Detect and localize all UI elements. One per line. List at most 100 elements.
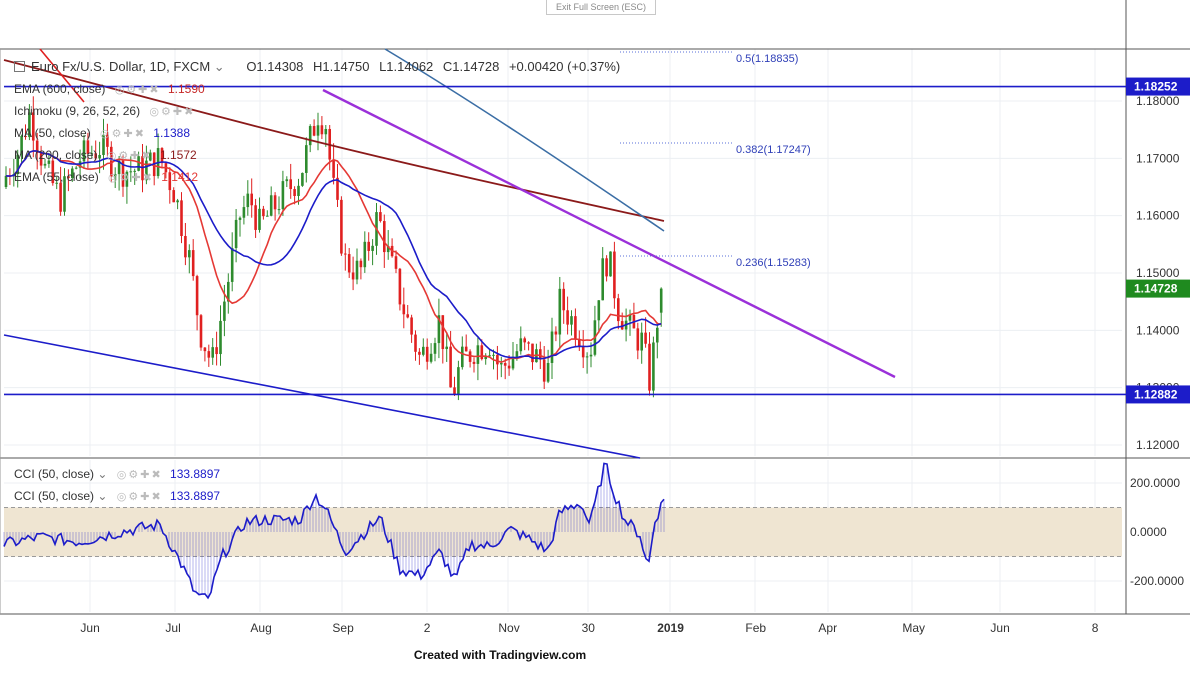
indicator-settings-icons[interactable]: ◎⚙✚✖ [114,84,161,96]
candle-body [347,254,351,273]
indicator-ma50[interactable]: MA (50, close) ◎⚙✚✖ 1.1388 [14,125,190,141]
time-tick-label: 30 [582,621,596,635]
candle-body [542,359,546,382]
candle-body [51,160,55,184]
candle-body [125,171,129,187]
indicator-ma200[interactable]: MA (200, close) ◎⚙✚✖ 1.1572 [14,147,197,163]
indicator-ichimoku[interactable]: Ichimoku (9, 26, 52, 26) ◎⚙✚✖ [14,103,195,119]
candle-body [59,182,62,212]
candle-body [656,327,659,343]
candle-body [558,288,562,335]
candle-body [496,354,499,365]
candle-body [500,363,503,365]
candle-body [184,235,187,258]
chevron-down-icon[interactable]: ⌄ [213,59,225,74]
candle-body [418,351,421,355]
candle-body [305,145,308,173]
candle-body [461,346,464,368]
candle-body [262,208,265,217]
indicator-settings-icons[interactable]: ◎⚙✚✖ [116,491,163,503]
indicator-value: 1.1388 [153,126,190,140]
indicator-label: MA (200, close) [14,148,98,162]
candle-body [117,160,121,175]
candle-body [414,334,417,352]
candle-body [359,260,363,268]
cci-band [4,507,1122,557]
indicator-value: 1.1590 [167,82,205,96]
candle-body [589,354,593,357]
exit-fullscreen-button[interactable]: Exit Full Screen (ESC) [546,0,656,15]
ohlc-close: C1.14728 [442,59,500,74]
price-tick-label: 1.16000 [1136,209,1180,223]
candle-body [597,300,601,321]
candle-body [398,268,402,305]
candle-body [227,281,230,302]
candle-body [472,361,476,364]
candle-body [484,355,487,360]
indicator-settings-icons[interactable]: ◎⚙✚✖ [100,128,146,140]
candle-body [437,315,441,344]
candle-body [269,195,273,216]
candle-body [324,128,328,135]
candle-body [332,159,335,178]
ma200-line [3,59,665,222]
candle-body [203,347,207,352]
chevron-down-icon[interactable]: ⌄ [97,467,108,481]
candle-body [234,219,238,249]
indicator-ema55[interactable]: EMA (55, close) ◎⚙✚✖ 1.1412 [14,169,198,185]
price-tick-label: 1.12000 [1136,438,1180,452]
candle-body [570,316,573,325]
indicator-settings-icons[interactable]: ◎⚙✚✖ [106,150,153,162]
candle-body [601,258,604,301]
candle-body [464,346,468,352]
candle-body [180,200,183,236]
candle-body [90,153,94,155]
candle-body [371,245,374,251]
cci-legend-2[interactable]: CCI (50, close) ⌄ ◎⚙✚✖ 133.8897 [14,488,220,504]
candle-body [145,160,148,181]
candle-body [230,248,234,282]
candle-body [386,245,390,253]
candle-body [402,304,406,315]
chevron-down-icon[interactable]: ⌄ [97,489,108,503]
candle-body [4,175,8,187]
indicator-value: 133.8897 [170,467,221,481]
candle-body [160,148,164,164]
price-badge [1126,77,1190,96]
footer-credit: Created with Tradingview.com [413,648,587,662]
symbol-title: Euro Fx/U.S. Dollar, 1D, FXCM [31,59,211,74]
time-tick-label: 2019 [657,621,684,635]
indicator-settings-icons[interactable]: ◎⚙✚✖ [108,172,154,184]
candle-body [581,346,585,358]
price-tick-label: 1.14000 [1136,323,1180,337]
indicator-label: CCI (50, close) [14,467,95,481]
indicator-value: 1.1572 [159,148,197,162]
candle-body [266,215,269,217]
candle-body [191,250,195,277]
candle-body [110,146,113,177]
indicator-settings-icons[interactable]: ◎⚙✚✖ [116,469,163,481]
candle-body [336,177,339,200]
candle-body [511,356,515,369]
candle-body [254,205,257,230]
candle-body [320,125,324,135]
candle-body [394,256,398,269]
indicator-settings-icons[interactable]: ◎⚙✚✖ [149,106,196,118]
candle-body [636,328,640,351]
candle-body [43,163,47,166]
time-tick-label: Apr [818,621,837,635]
candle-body [168,172,172,191]
cci-legend-1[interactable]: CCI (50, close) ⌄ ◎⚙✚✖ 133.8897 [14,466,220,482]
descending-trendline [322,88,896,379]
collapse-icon[interactable] [14,61,25,72]
candle-body [554,331,558,335]
fib-level-label: 0.382(1.17247) [736,144,811,156]
candle-body [515,351,519,357]
candle-body [289,179,292,190]
time-tick-label: Jun [990,621,1009,635]
candle-body [113,174,117,177]
candle-body [133,170,136,172]
indicator-ema600[interactable]: EMA (600, close) ◎⚙✚✖ 1.1590 [14,81,205,97]
